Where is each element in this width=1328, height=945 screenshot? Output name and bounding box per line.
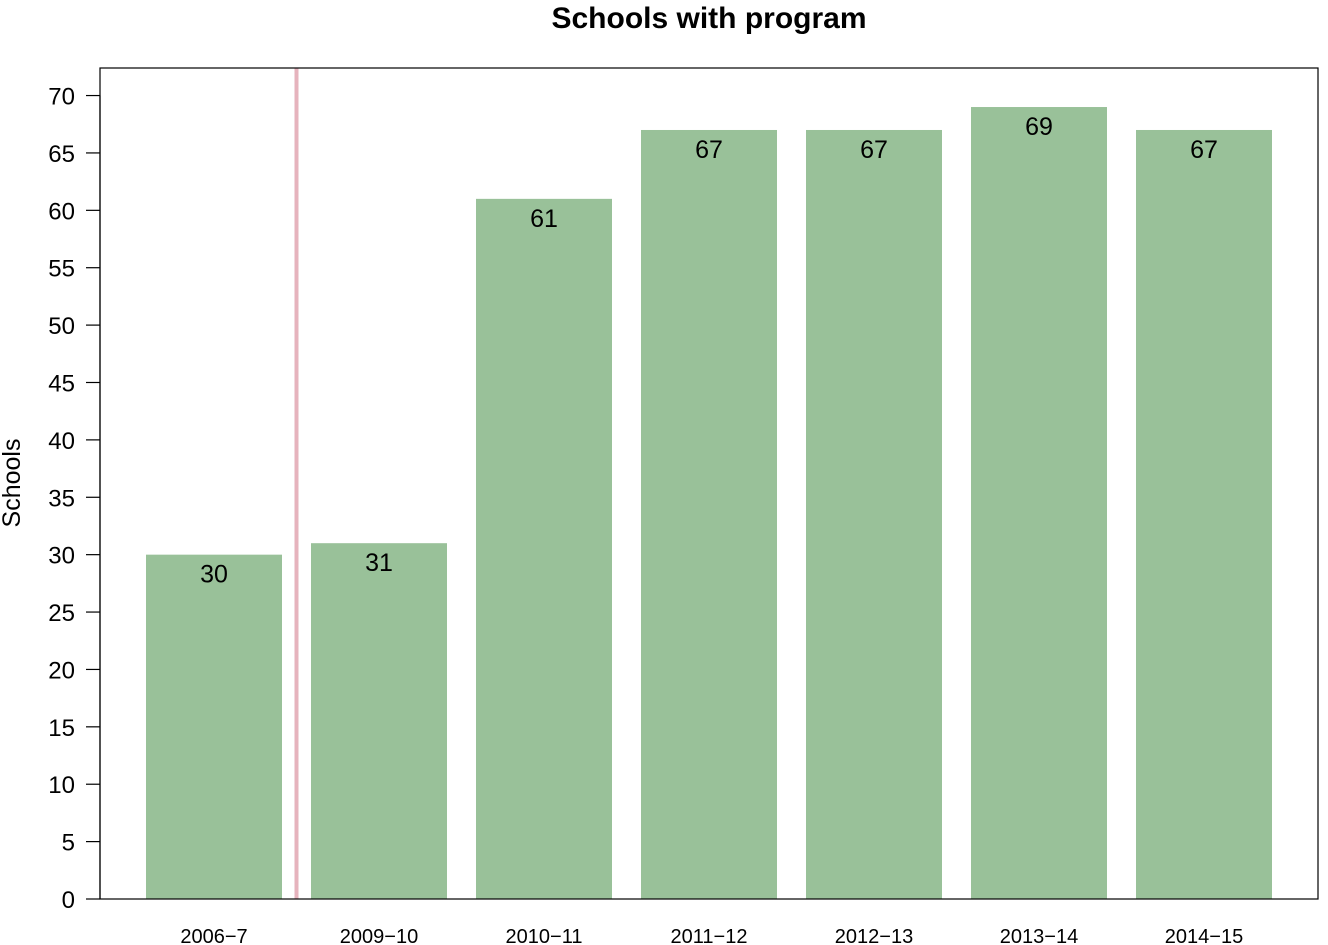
bar-2011−12 — [641, 129, 777, 900]
y-tick-label: 30 — [48, 543, 75, 570]
y-tick-label: 40 — [48, 428, 75, 455]
x-tick-label: 2009−10 — [340, 926, 418, 945]
y-tick-label: 5 — [62, 830, 75, 857]
y-tick-label: 70 — [48, 84, 75, 111]
data-label: 67 — [695, 136, 723, 164]
data-label: 67 — [1190, 136, 1218, 164]
x-tick-label: 2012−13 — [835, 926, 913, 945]
y-tick-label: 10 — [48, 772, 75, 799]
y-tick-label: 65 — [48, 141, 75, 168]
bar-2014−15 — [1136, 129, 1272, 900]
y-tick-label: 0 — [62, 887, 75, 914]
y-tick-label: 15 — [48, 715, 75, 742]
x-tick-label: 2013−14 — [1000, 926, 1078, 945]
x-tick-label: 2006−7 — [180, 926, 247, 945]
y-tick-label: 45 — [48, 370, 75, 397]
bar-2012−13 — [806, 129, 942, 900]
bar-2010−11 — [476, 198, 612, 899]
x-axis: 2006−7 2009−10 2010−11 2011−12 2012−13 2013−1… — [180, 926, 1243, 945]
data-label: 31 — [365, 549, 393, 577]
y-axis: 0 5 10 15 20 25 30 35 40 45 50 55 60 65 70 — [48, 84, 101, 914]
plot-area: 30 31 61 67 67 69 67 — [146, 68, 1272, 900]
y-tick-label: 55 — [48, 256, 75, 283]
y-tick-label: 35 — [48, 485, 75, 512]
data-label: 67 — [860, 136, 888, 164]
x-tick-label: 2014−15 — [1165, 926, 1243, 945]
x-tick-label: 2011−12 — [671, 926, 748, 945]
y-tick-label: 25 — [48, 600, 75, 627]
bar-2013−14 — [971, 107, 1107, 900]
bar-2006−7 — [146, 554, 282, 899]
y-axis-label: Schools — [0, 439, 26, 528]
x-tick-label: 2010−11 — [506, 926, 583, 945]
chart-title: Schools with program — [551, 2, 866, 35]
bar-2009−10 — [311, 543, 447, 899]
y-tick-label: 60 — [48, 198, 75, 225]
data-label: 69 — [1025, 113, 1053, 141]
data-label: 30 — [200, 561, 228, 589]
y-tick-label: 50 — [48, 313, 75, 340]
data-label: 61 — [530, 205, 558, 233]
y-tick-label: 20 — [48, 657, 75, 684]
